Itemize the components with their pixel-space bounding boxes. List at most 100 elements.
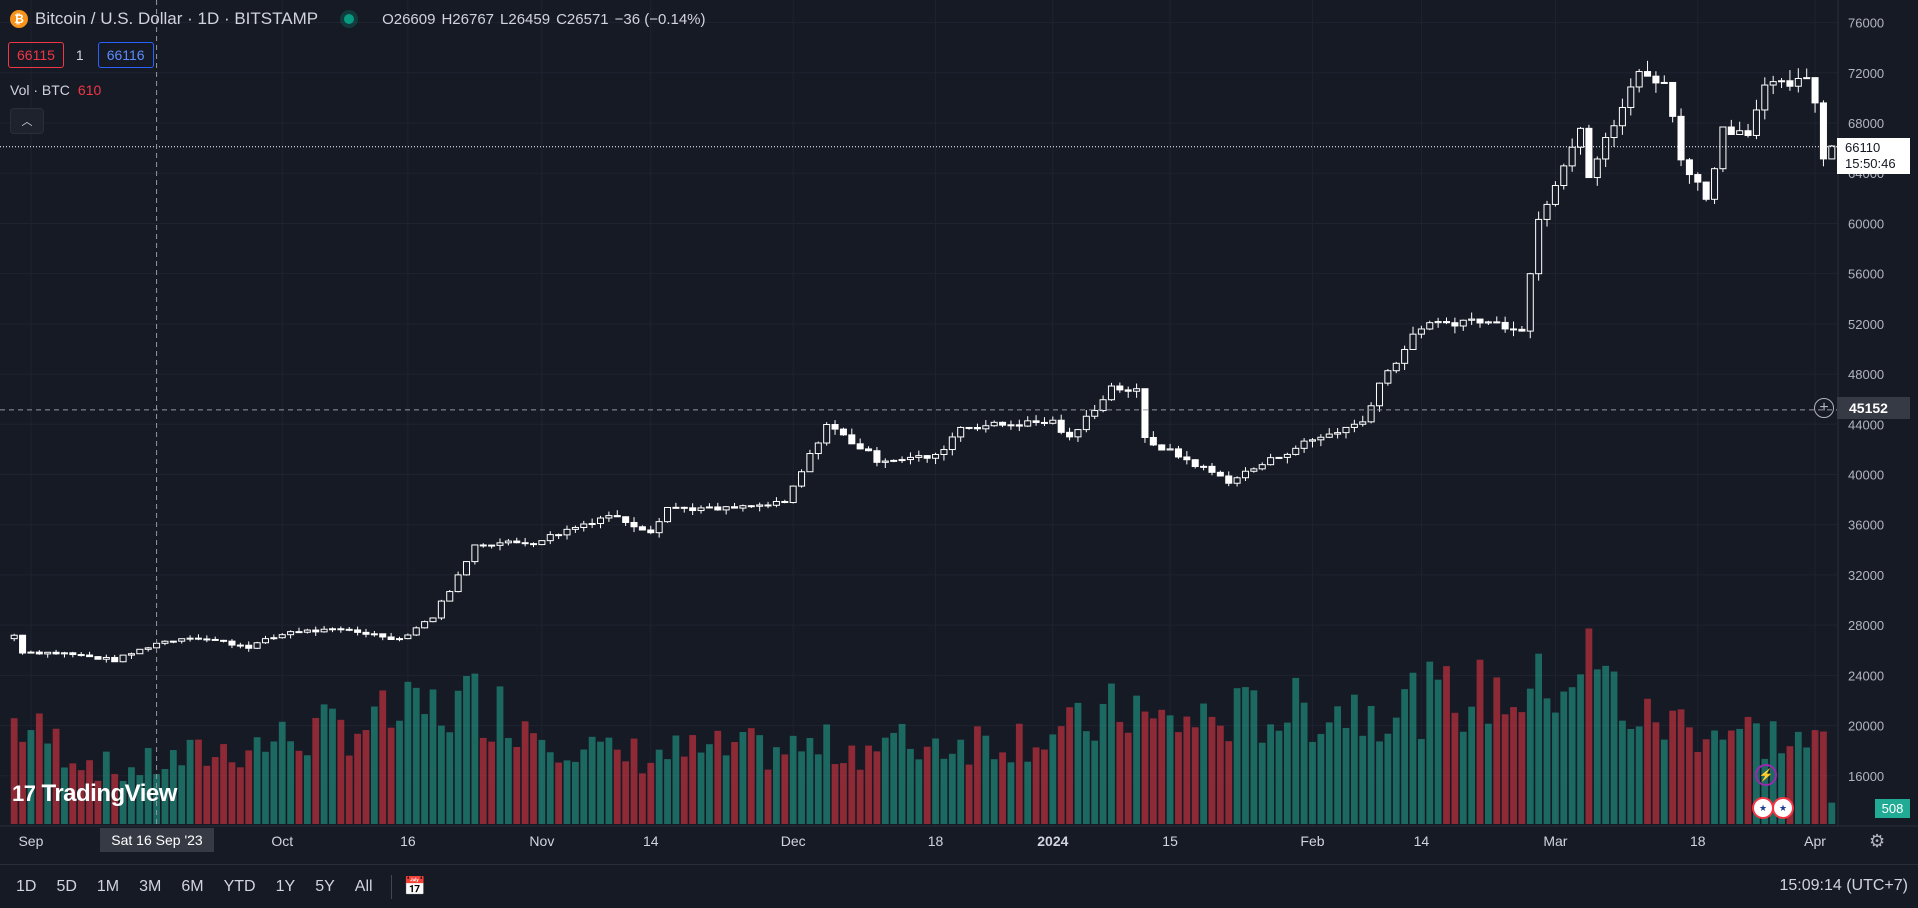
candle-body (1577, 127, 1585, 148)
volume-bar (1367, 705, 1375, 824)
candle-body (488, 544, 496, 547)
y-tick-label: 28000 (1848, 618, 1884, 633)
candle-body (1225, 475, 1233, 484)
candle-body (1082, 415, 1090, 431)
candle-body (1526, 273, 1534, 332)
candle-body (1158, 444, 1166, 451)
candle-body (69, 652, 77, 656)
volume-bar (1267, 724, 1274, 824)
candle-body (1401, 348, 1409, 364)
candle-body (839, 428, 847, 436)
symbol-legend: ₿ Bitcoin / U.S. Dollar · 1D · BITSTAMP … (10, 9, 706, 29)
candle-body (1409, 333, 1417, 350)
chevron-up-icon: ︿ (21, 116, 33, 128)
candle-body (580, 523, 588, 528)
us-flag-icon[interactable]: ★ (1752, 797, 1774, 819)
candle-body (60, 652, 68, 655)
volume-legend-label[interactable]: Vol · BTC (10, 82, 70, 98)
x-tick-label: 14 (643, 833, 659, 849)
lightning-icon[interactable]: ⚡ (1755, 764, 1777, 786)
volume-bar (572, 761, 579, 824)
volume-bar (119, 780, 127, 824)
volume-bar (1342, 727, 1350, 824)
volume-bar (731, 742, 738, 824)
volume-bar (303, 755, 311, 824)
volume-bar (504, 737, 512, 824)
range-1d-button[interactable]: 1D (16, 877, 37, 895)
range-1m-button[interactable]: 1M (96, 877, 120, 895)
volume-bar (1677, 709, 1685, 824)
candle-body (873, 450, 881, 463)
candle-body (1417, 328, 1425, 335)
gear-icon[interactable]: ⚙ (1869, 831, 1886, 851)
volume-bar (1225, 741, 1233, 824)
volume-bar (1275, 730, 1283, 824)
ohlc-open: O26609 (382, 10, 436, 28)
us-flag-icon[interactable]: ★ (1772, 797, 1794, 819)
range-5y-button[interactable]: 5Y (315, 877, 335, 895)
candle-body (1074, 429, 1082, 438)
y-tick-label: 72000 (1848, 66, 1884, 81)
candle-body (1769, 81, 1777, 86)
volume-bar (153, 774, 160, 824)
bid-price-button[interactable]: 66115 (8, 42, 64, 68)
candle-body (278, 634, 286, 639)
volume-bar (195, 739, 202, 824)
candle-body (1778, 80, 1786, 83)
range-3m-button[interactable]: 3M (139, 877, 162, 895)
candle-body (429, 617, 437, 623)
candle-body (513, 540, 521, 544)
volume-bar (329, 708, 336, 824)
candle-body (496, 542, 504, 546)
volume-bar (1041, 749, 1048, 824)
chart-canvas[interactable]: 16000 20000 24000 28000 32000 36000 40000 44000… (0, 0, 1918, 864)
volume-bar (1091, 740, 1099, 824)
volume-bar (1149, 718, 1157, 824)
volume-bar (1577, 674, 1584, 824)
candle-body (437, 600, 445, 619)
candle-body (1711, 168, 1719, 200)
volume-bar (1794, 731, 1802, 824)
tradingview-logo[interactable]: 17 TradingView (12, 780, 177, 808)
candle-body (856, 443, 864, 450)
candle-body (1032, 420, 1040, 423)
x-tick-label: 18 (1690, 833, 1706, 849)
volume-bar (521, 721, 529, 824)
candle-body (722, 506, 730, 511)
candle-body (630, 521, 638, 528)
bar-countdown: 15:50:46 (1845, 156, 1896, 171)
candle-body (680, 506, 688, 509)
last-price-value: 66110 (1845, 140, 1881, 155)
volume-bar (1191, 727, 1199, 824)
timezone-clock[interactable]: 15:09:14 (UTC+7) (1779, 877, 1908, 894)
volume-bar (1350, 694, 1358, 824)
volume-bar (1627, 728, 1635, 824)
candle-body (1241, 470, 1249, 479)
candle-body (1308, 439, 1317, 442)
candle-body (220, 639, 228, 642)
range-6m-button[interactable]: 6M (181, 877, 204, 895)
ask-price-button[interactable]: 66116 (97, 42, 154, 68)
volume-bar (454, 690, 462, 824)
candle-body (1007, 424, 1015, 427)
candle-body (1325, 433, 1333, 438)
plus-circle-icon[interactable]: + (1814, 398, 1834, 418)
volume-bar (982, 735, 990, 824)
volume-bar (1200, 703, 1207, 824)
range-1y-button[interactable]: 1Y (275, 877, 296, 895)
collapse-legend-button[interactable]: ︿ (10, 108, 44, 134)
volume-bar (220, 744, 227, 824)
candle-body (1652, 75, 1660, 84)
symbol-title[interactable]: Bitcoin / U.S. Dollar · 1D · BITSTAMP (35, 9, 319, 28)
volume-bar (1485, 723, 1492, 824)
candle-body (328, 628, 336, 631)
range-ytd-button[interactable]: YTD (223, 877, 256, 895)
volume-bar (1015, 723, 1023, 824)
range-all-button[interactable]: All (354, 877, 373, 895)
volume-bar (161, 768, 169, 824)
candle-body (1585, 127, 1593, 179)
calendar-icon[interactable]: 📅 (403, 876, 426, 896)
volume-bar (211, 757, 219, 824)
candle-body (1166, 448, 1174, 451)
range-5d-button[interactable]: 5D (56, 877, 77, 895)
